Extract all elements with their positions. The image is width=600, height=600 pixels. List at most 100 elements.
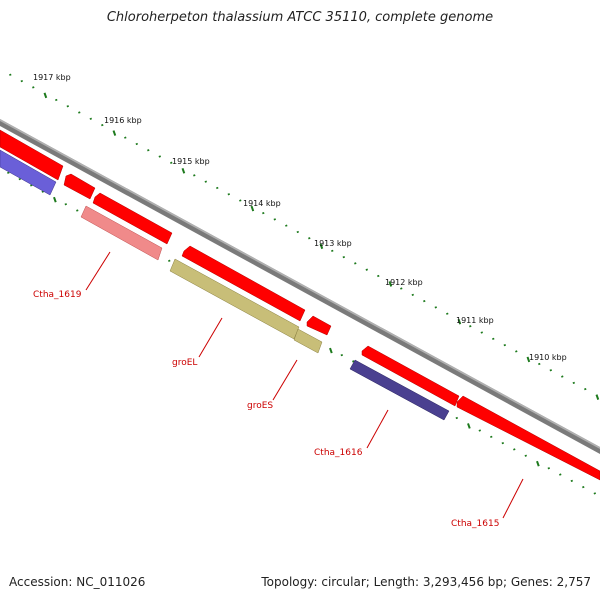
major-tick (595, 394, 600, 400)
minor-tick (147, 149, 150, 152)
gene-arrow-1620 (0, 129, 64, 181)
minor-tick (227, 193, 231, 196)
reverse-genes (0, 149, 450, 421)
outer-tick-track (9, 73, 600, 400)
major-tick (319, 243, 324, 250)
minor-tick (18, 177, 22, 181)
minor-tick (340, 353, 344, 357)
minor-tick (480, 331, 484, 334)
minor-tick (89, 117, 93, 120)
minor-tick (524, 454, 528, 457)
kbp-label-1912: 1912 kbp (385, 278, 423, 287)
minor-tick (55, 98, 58, 102)
minor-tick (559, 473, 562, 476)
map-title: Chloroherpeton thalassium ATCC 35110, co… (106, 10, 494, 25)
minor-tick (262, 211, 265, 215)
minor-tick (170, 161, 173, 164)
minor-tick (503, 343, 507, 347)
gene-arrow-1616 (361, 345, 460, 407)
major-tick (536, 460, 540, 467)
major-tick (329, 347, 333, 354)
gene-label-ctha-1615: Ctha_1615 (451, 519, 499, 529)
gene-label-groel: groEL (172, 358, 197, 368)
minor-tick (124, 136, 127, 139)
minor-tick (296, 230, 300, 234)
minor-tick (101, 123, 104, 127)
minor-tick (342, 255, 346, 259)
major-tick (467, 423, 471, 429)
major-tick (526, 356, 531, 363)
minor-tick (434, 306, 438, 309)
minor-tick (239, 199, 242, 202)
minor-tick (135, 142, 139, 146)
minor-tick (570, 479, 574, 482)
gene-groEL (169, 258, 300, 340)
kbp-label-1911: 1911 kbp (456, 316, 494, 325)
genome-stats-text: Topology: circular; Length: 3,293,456 bp… (261, 575, 591, 589)
minor-tick (455, 416, 459, 420)
minor-tick (7, 171, 10, 174)
minor-tick (411, 293, 415, 296)
forward-genes (0, 129, 600, 481)
minor-tick (423, 299, 426, 303)
kbp-label-1917: 1917 kbp (33, 73, 71, 82)
kbp-label-1914: 1914 kbp (243, 199, 281, 208)
minor-tick (20, 79, 24, 83)
gene-arrow-1615 (456, 395, 600, 481)
minor-tick (354, 262, 357, 265)
major-tick (43, 92, 48, 99)
major-tick (388, 281, 393, 287)
minor-tick (469, 325, 472, 328)
minor-tick (193, 174, 196, 177)
minor-tick (501, 441, 505, 445)
minor-tick (365, 268, 369, 271)
gene-arrow-1619b (92, 192, 173, 245)
minor-tick (204, 180, 208, 183)
minor-tick (285, 224, 288, 227)
minor-tick (76, 209, 79, 212)
minor-tick (158, 155, 162, 158)
gene-groES (293, 328, 323, 354)
gene-arrow-1618 (181, 245, 306, 322)
minor-tick (478, 429, 482, 432)
minor-tick (352, 360, 355, 363)
minor-tick (216, 186, 219, 190)
minor-tick (515, 350, 518, 353)
minor-tick (561, 375, 564, 378)
gene-label-ctha-1616: Ctha_1616 (314, 448, 363, 458)
minor-tick (331, 249, 334, 252)
minor-tick (492, 337, 495, 340)
minor-tick (549, 369, 553, 372)
accession-text: Accession: NC_011026 (9, 575, 146, 589)
minor-tick (572, 381, 576, 384)
kbp-label-1913: 1913 kbp (314, 239, 352, 248)
gene-label-ctha-1619: Ctha_1619 (33, 290, 82, 300)
minor-tick (593, 492, 597, 495)
minor-tick (78, 111, 81, 114)
minor-tick (400, 287, 403, 290)
gene-arrow-1617 (306, 315, 332, 336)
minor-tick (584, 388, 587, 391)
minor-tick (30, 184, 33, 187)
minor-tick (377, 274, 380, 278)
major-tick (112, 130, 117, 136)
gene-reverse-1619 (80, 205, 163, 261)
gene-arrow-small (63, 173, 96, 200)
major-tick (457, 318, 462, 325)
major-tick (53, 196, 57, 203)
minor-tick (66, 105, 70, 108)
major-tick (250, 205, 255, 212)
minor-tick (9, 73, 12, 76)
kbp-label-1910: 1910 kbp (529, 353, 567, 362)
minor-tick (446, 312, 449, 315)
minor-tick (538, 362, 541, 366)
minor-tick (582, 486, 585, 489)
gene-reverse-blue-left (0, 149, 57, 196)
minor-tick (490, 435, 493, 438)
gene-reverse-1616 (349, 359, 450, 421)
minor-tick (64, 203, 68, 206)
minor-tick (32, 86, 35, 89)
gene-label-groes: groES (247, 401, 273, 411)
minor-tick (168, 259, 171, 262)
kbp-label-1915: 1915 kbp (172, 157, 210, 166)
